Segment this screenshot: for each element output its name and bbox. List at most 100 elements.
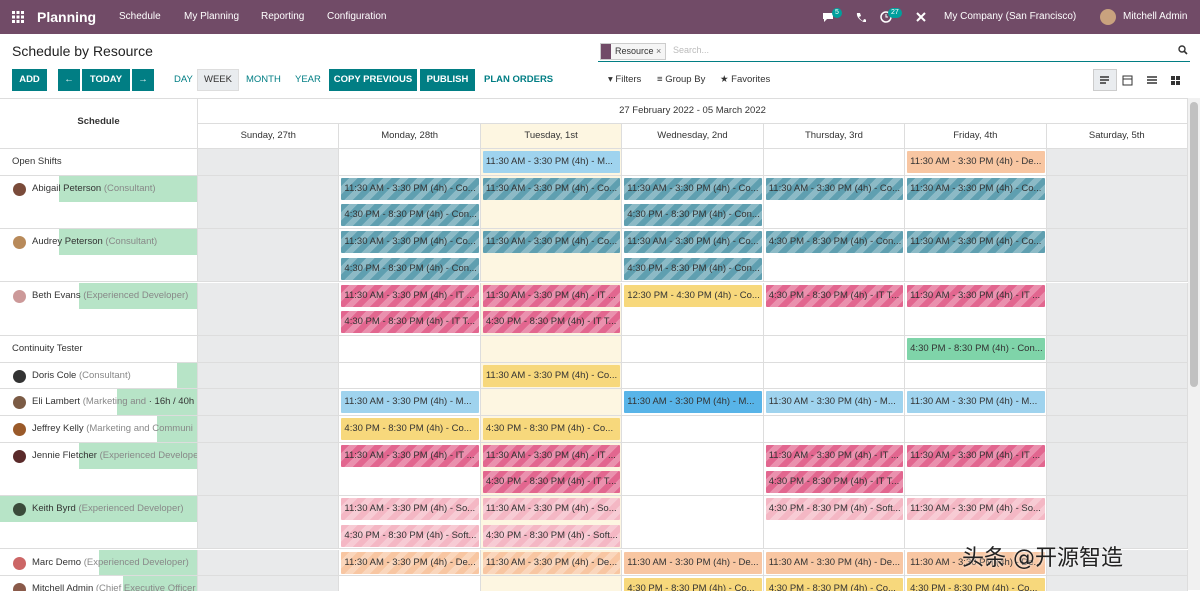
app-name[interactable]: Planning — [37, 9, 97, 25]
shift-pill[interactable]: 11:30 AM - 3:30 PM (4h) - IT ... — [766, 444, 904, 467]
shift-pill[interactable]: 4:30 PM - 8:30 PM (4h) - Co... — [624, 578, 762, 591]
shift-pill[interactable]: 4:30 PM - 8:30 PM (4h) - Co... — [765, 578, 904, 591]
phone-icon[interactable] — [856, 12, 866, 22]
scale-button[interactable]: DAY — [174, 74, 193, 85]
resource-name: Jennie Fletcher — [32, 449, 97, 461]
capacity-bar — [59, 175, 197, 202]
messages-icon[interactable] — [822, 11, 834, 23]
plan-orders-button[interactable]: PLAN ORDERS — [484, 74, 554, 85]
capacity-bar — [157, 416, 197, 442]
groupby-toggle[interactable]: ≡ Group By — [657, 74, 706, 85]
company-switcher[interactable]: My Company (San Francisco) — [944, 11, 1077, 22]
favorites-toggle[interactable]: ★ Favorites — [720, 74, 771, 85]
search-bar[interactable]: Resource × Search... — [598, 42, 1190, 62]
kanban-view-button[interactable] — [1170, 74, 1182, 86]
next-button[interactable]: → — [132, 69, 154, 91]
shift-pill[interactable]: 4:30 PM - 8:30 PM (4h) - Con... — [341, 257, 479, 280]
shift-pill[interactable]: 11:30 AM - 3:30 PM (4h) - Co... — [624, 231, 762, 254]
copy-previous-button[interactable]: COPY PREVIOUS — [329, 69, 417, 91]
facet-remove[interactable]: × — [656, 46, 662, 56]
shift-pill[interactable]: 4:30 PM - 8:30 PM (4h) - IT T... — [483, 471, 621, 494]
today-button[interactable]: TODAY — [82, 69, 130, 91]
search-icon[interactable] — [1178, 45, 1188, 55]
shift-pill[interactable]: 11:30 AM - 3:30 PM (4h) - So... — [483, 498, 621, 521]
shift-pill[interactable]: 11:30 AM - 3:30 PM (4h) - Co... — [341, 231, 479, 254]
shift-pill[interactable]: 4:30 PM - 8:30 PM (4h) - Soft... — [341, 524, 479, 547]
shift-pill[interactable]: 4:30 PM - 8:30 PM (4h) - IT T... — [766, 471, 904, 494]
shift-pill[interactable]: 11:30 AM - 3:30 PM (4h) - M... — [907, 391, 1045, 414]
scale-button[interactable]: MONTH — [246, 74, 281, 85]
user-menu[interactable]: Mitchell Admin — [1123, 11, 1188, 22]
resource-label: Eli Lambert (Marketing and · 16h / 40h — [32, 396, 195, 408]
shift-pill[interactable]: 11:30 AM - 3:30 PM (4h) - De... — [765, 551, 904, 574]
capacity-bar — [59, 229, 197, 256]
apps-icon[interactable] — [12, 11, 24, 23]
shift-pill[interactable]: 11:30 AM - 3:30 PM (4h) - IT ... — [483, 284, 621, 307]
shift-pill[interactable]: 11:30 AM - 3:30 PM (4h) - IT ... — [341, 444, 479, 467]
gantt-view-button[interactable] — [1093, 69, 1117, 91]
shift-pill[interactable]: 11:30 AM - 3:30 PM (4h) - M... — [765, 391, 904, 414]
add-button[interactable]: ADD — [12, 69, 47, 91]
shift-pill[interactable]: 11:30 AM - 3:30 PM (4h) - Co... — [907, 177, 1045, 200]
shift-pill[interactable]: 11:30 AM - 3:30 PM (4h) - Co... — [766, 177, 904, 200]
filters-toggle[interactable]: ▾ Filters — [608, 74, 642, 85]
shift-pill[interactable]: 4:30 PM - 8:30 PM (4h) - Con... — [341, 204, 479, 227]
shift-pill[interactable]: 11:30 AM - 3:30 PM (4h) - De... — [907, 151, 1045, 173]
shift-pill[interactable]: 4:30 PM - 8:30 PM (4h) - Soft... — [483, 524, 621, 547]
shift-pill[interactable]: 11:30 AM - 3:30 PM (4h) - IT ... — [341, 284, 479, 307]
day-cell — [1046, 416, 1188, 443]
day-cell — [198, 576, 340, 591]
menu-item[interactable]: Schedule — [119, 11, 161, 22]
shift-pill[interactable]: 11:30 AM - 3:30 PM (4h) - IT ... — [483, 444, 621, 467]
day-cell — [480, 335, 623, 363]
shift-pill[interactable]: 11:30 AM - 3:30 PM (4h) - Co... — [907, 231, 1045, 254]
day-cell — [339, 362, 481, 390]
close-icon[interactable] — [916, 12, 926, 22]
publish-button[interactable]: PUBLISH — [420, 69, 475, 91]
shift-pill[interactable]: 11:30 AM - 3:30 PM (4h) - De... — [624, 551, 762, 574]
shift-pill[interactable]: 11:30 AM - 3:30 PM (4h) - IT ... — [907, 284, 1045, 307]
shift-pill[interactable]: 11:30 AM - 3:30 PM (4h) - M... — [341, 391, 479, 414]
scale-button[interactable]: YEAR — [295, 74, 321, 85]
shift-pill[interactable]: 4:30 PM - 8:30 PM (4h) - Con... — [907, 337, 1045, 360]
menu-item[interactable]: Configuration — [327, 11, 387, 22]
scale-button[interactable]: WEEK — [197, 69, 239, 91]
shift-pill[interactable]: 4:30 PM - 8:30 PM (4h) - Soft... — [766, 498, 904, 521]
shift-pill[interactable]: 11:30 AM - 3:30 PM (4h) - M... — [624, 391, 762, 414]
search-facet[interactable]: Resource × — [600, 43, 667, 60]
shift-pill[interactable]: 12:30 PM - 4:30 PM (4h) - Co... — [624, 284, 762, 307]
resource-name: Marc Demo — [32, 556, 82, 568]
shift-pill[interactable]: 11:30 AM - 3:30 PM (4h) - M... — [482, 151, 621, 173]
shift-pill[interactable]: 4:30 PM - 8:30 PM (4h) - Con... — [766, 231, 904, 254]
day-cell — [1046, 442, 1188, 497]
shift-pill[interactable]: 11:30 AM - 3:30 PM (4h) - De... — [483, 551, 621, 574]
shift-pill[interactable]: 11:30 AM - 3:30 PM (4h) - Co... — [483, 231, 621, 254]
day-cell — [1046, 389, 1188, 416]
menu-item[interactable]: Reporting — [261, 11, 305, 22]
list-view-button[interactable] — [1146, 74, 1158, 86]
shift-pill[interactable]: 4:30 PM - 8:30 PM (4h) - Co... — [482, 418, 621, 440]
shift-pill[interactable]: 11:30 AM - 3:30 PM (4h) - Co... — [624, 177, 762, 200]
shift-pill[interactable]: 11:30 AM - 3:30 PM (4h) - So... — [907, 498, 1045, 521]
shift-pill[interactable]: 4:30 PM - 8:30 PM (4h) - Co... — [341, 418, 479, 440]
shift-pill[interactable]: 11:30 AM - 3:30 PM (4h) - So... — [341, 498, 479, 521]
shift-pill[interactable]: 11:30 AM - 3:30 PM (4h) - Co... — [483, 177, 621, 200]
calendar-view-button[interactable] — [1122, 74, 1134, 86]
day-cell — [198, 362, 340, 390]
shift-pill[interactable]: 4:30 PM - 8:30 PM (4h) - Con... — [624, 257, 762, 280]
capacity-bar — [79, 442, 197, 469]
shift-pill[interactable]: 4:30 PM - 8:30 PM (4h) - IT T... — [483, 311, 621, 334]
shift-pill[interactable]: 11:30 AM - 3:30 PM (4h) - Co... — [341, 177, 479, 200]
shift-pill[interactable]: 4:30 PM - 8:30 PM (4h) - IT T... — [766, 284, 904, 307]
menu-item[interactable]: My Planning — [184, 11, 240, 22]
row-header: Eli Lambert (Marketing and · 16h / 40h — [0, 389, 198, 416]
shift-pill[interactable]: 4:30 PM - 8:30 PM (4h) - IT T... — [341, 311, 479, 334]
shift-pill[interactable]: 11:30 AM - 3:30 PM (4h) - De... — [907, 551, 1045, 574]
shift-pill[interactable]: 4:30 PM - 8:30 PM (4h) - Co... — [907, 578, 1045, 591]
resource-label: Jeffrey Kelly (Marketing and Communi — [32, 416, 197, 442]
prev-button[interactable]: ← — [58, 69, 80, 91]
shift-pill[interactable]: 11:30 AM - 3:30 PM (4h) - IT ... — [907, 444, 1045, 467]
shift-pill[interactable]: 11:30 AM - 3:30 PM (4h) - Co... — [482, 364, 621, 387]
shift-pill[interactable]: 11:30 AM - 3:30 PM (4h) - De... — [341, 551, 479, 574]
shift-pill[interactable]: 4:30 PM - 8:30 PM (4h) - Con... — [624, 204, 762, 227]
